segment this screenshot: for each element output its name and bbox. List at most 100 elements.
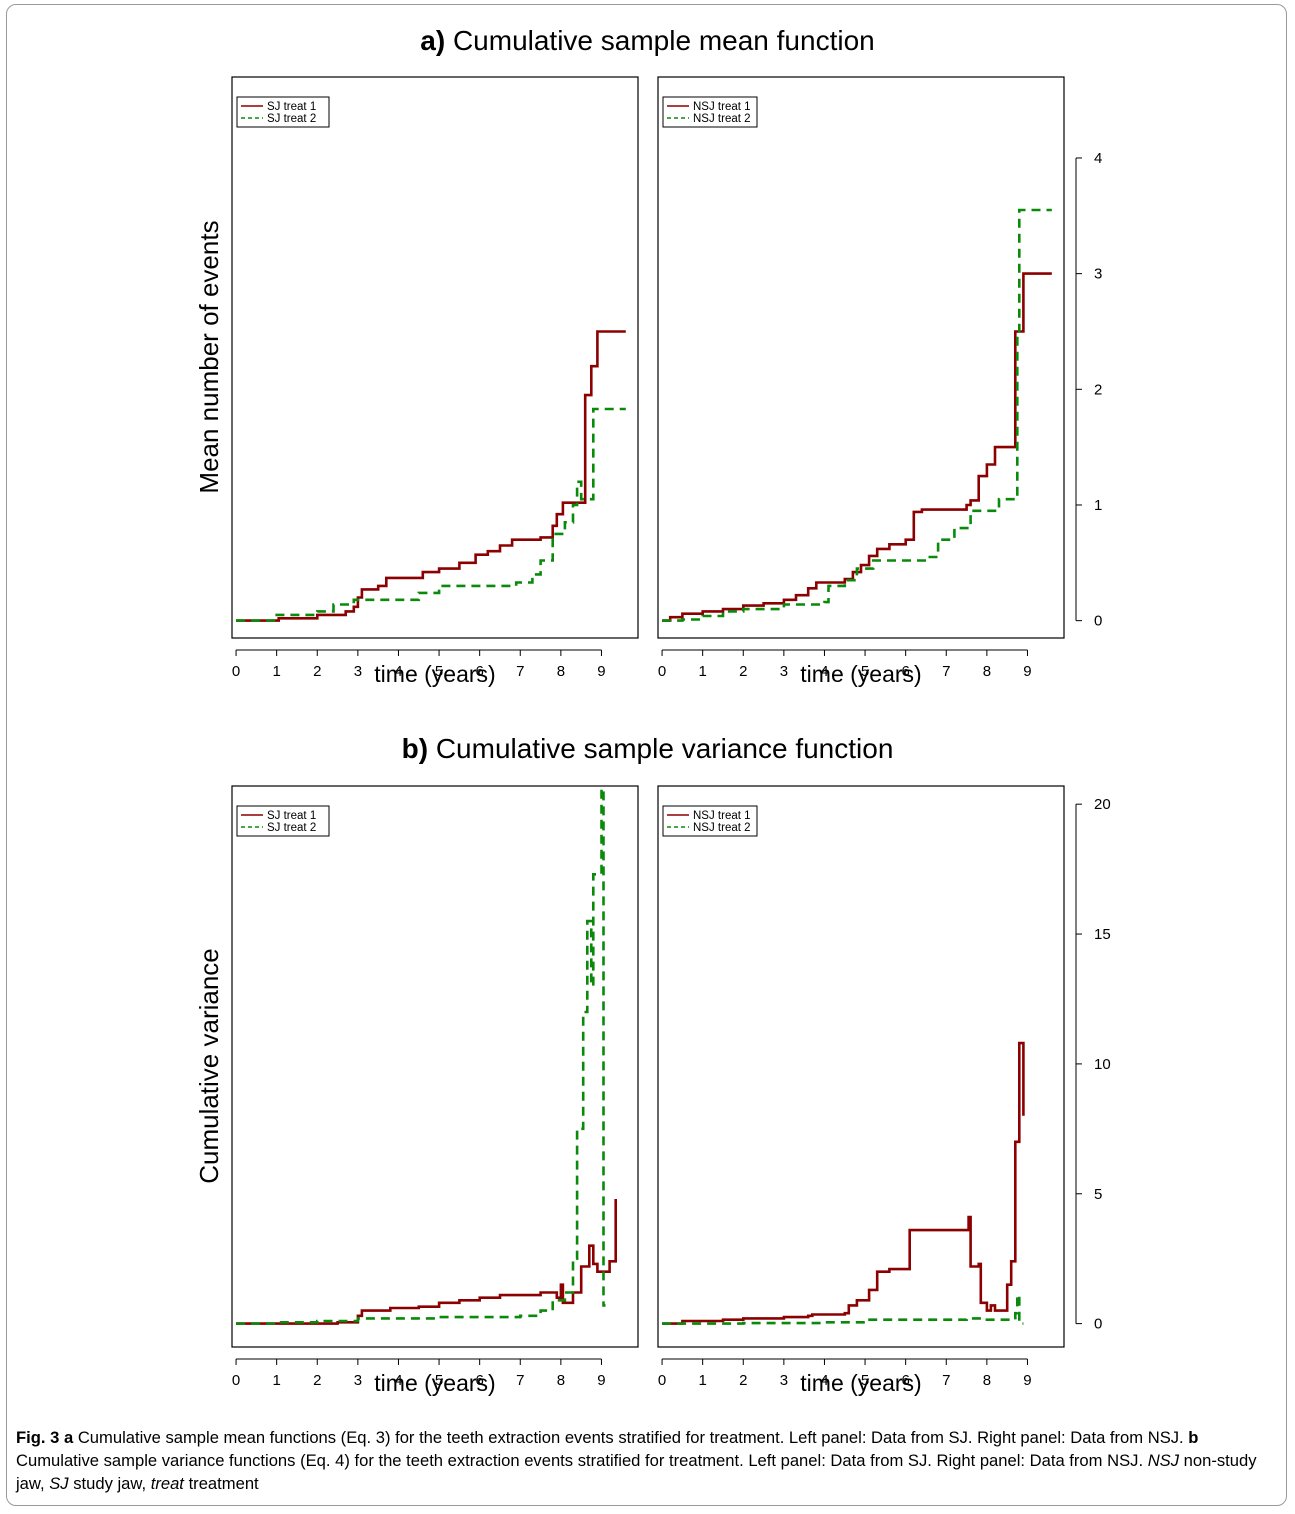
panel-a-title: a) Cumulative sample mean function xyxy=(0,25,1295,57)
caption-a-text: Cumulative sample mean functions (Eq. 3)… xyxy=(77,1428,1184,1447)
x-tick-label: 6 xyxy=(901,1372,909,1389)
legend-box xyxy=(236,96,330,128)
x-tick-label: 5 xyxy=(435,1372,443,1389)
x-axis-label: time (years) xyxy=(800,1370,921,1396)
legend-entry: NSJ treat 1 xyxy=(693,101,751,113)
series-line-1 xyxy=(236,330,626,622)
chart-a-left: 0 1 2 3 4 5 6 7 8 9 time (years) Mean number of eve… xyxy=(194,76,639,687)
x-tick-label: 2 xyxy=(739,663,747,680)
legend-b-left: SJ treat 1SJ treat 2 xyxy=(236,805,330,837)
x-tick-label: 7 xyxy=(942,1372,950,1389)
caption-b-text: Cumulative sample variance functions (Eq… xyxy=(16,1451,1144,1470)
series-line-2 xyxy=(236,407,626,622)
legend-entry: NSJ treat 2 xyxy=(693,113,751,125)
x-axis-label: time (years) xyxy=(374,1370,495,1396)
plot-frame-b-right xyxy=(657,785,1065,1348)
series-line-2 xyxy=(662,208,1052,622)
caption-abbr-treat: treat xyxy=(150,1474,184,1493)
x-tick-label: 7 xyxy=(942,663,950,680)
series-line-1 xyxy=(662,1041,1025,1325)
y-tick-label: 2 xyxy=(1094,381,1102,398)
x-tick-label: 8 xyxy=(983,1372,991,1389)
x-tick-label: 7 xyxy=(516,1372,524,1389)
x-tick-label: 8 xyxy=(983,663,991,680)
x-tick-label: 1 xyxy=(272,1372,280,1389)
x-axis-b-left: 0 1 2 3 4 5 6 7 8 9 time (years) xyxy=(232,1358,606,1396)
x-tick-label: 6 xyxy=(475,663,483,680)
x-tick-label: 8 xyxy=(557,663,565,680)
y-tick-label: 15 xyxy=(1094,926,1111,943)
x-tick-label: 5 xyxy=(435,663,443,680)
x-tick-label: 3 xyxy=(780,1372,788,1389)
y-tick-label: 5 xyxy=(1094,1186,1102,1203)
plot-frame-a-right xyxy=(657,76,1065,639)
x-tick-label: 4 xyxy=(394,663,402,680)
caption-abbr-nsj: NSJ xyxy=(1147,1451,1180,1470)
caption-abbr-nsj-def: non-study jaw, xyxy=(16,1451,1257,1493)
caption-b-letter: b xyxy=(1188,1428,1199,1447)
caption-abbr-sj-def: study jaw, xyxy=(73,1474,147,1493)
figure-caption: Fig. 3 a Cumulative sample mean function… xyxy=(16,1426,1278,1495)
y-tick-label: 20 xyxy=(1094,796,1111,813)
x-tick-label: 0 xyxy=(658,1372,666,1389)
x-tick-label: 9 xyxy=(1023,663,1031,680)
x-tick-label: 1 xyxy=(698,1372,706,1389)
series-line-1 xyxy=(236,1199,617,1325)
panel-b-letter: b) xyxy=(401,733,429,764)
panel-a-letter: a) xyxy=(420,25,446,56)
y-tick-label: 10 xyxy=(1094,1056,1111,1073)
y-tick-label: 0 xyxy=(1094,613,1102,630)
y-tick-label: 3 xyxy=(1094,266,1102,283)
chart-a-right: 0 1 2 3 4 5 6 7 8 9 time (years) 0 1 2 3 4 NSJ treat 1NS… xyxy=(657,76,1102,687)
x-tick-label: 4 xyxy=(820,663,828,680)
plot-frame-a-left xyxy=(231,76,639,639)
panel-a-title-text: Cumulative sample mean function xyxy=(452,25,875,56)
legend-entry: NSJ treat 1 xyxy=(693,810,751,822)
x-tick-label: 2 xyxy=(739,1372,747,1389)
legend-entry: SJ treat 1 xyxy=(267,810,316,822)
x-axis-a-left: 0 1 2 3 4 5 6 7 8 9 time (years) xyxy=(232,649,606,687)
legend-box xyxy=(662,805,758,837)
x-tick-label: 1 xyxy=(698,663,706,680)
x-tick-label: 0 xyxy=(232,1372,240,1389)
legend-box xyxy=(662,96,758,128)
caption-fig-label: Fig. 3 xyxy=(16,1428,60,1447)
x-tick-label: 9 xyxy=(1023,1372,1031,1389)
y-axis-label: Mean number of events xyxy=(194,220,224,493)
legend-entry: SJ treat 2 xyxy=(267,113,316,125)
x-tick-label: 0 xyxy=(658,663,666,680)
legend-box xyxy=(236,805,330,837)
x-axis-b-right: 0 1 2 3 4 5 6 7 8 9 time (years) xyxy=(658,1358,1032,1396)
x-tick-label: 6 xyxy=(901,663,909,680)
x-tick-label: 2 xyxy=(313,1372,321,1389)
x-tick-label: 2 xyxy=(313,663,321,680)
series-line-2 xyxy=(662,1293,1024,1325)
y-axis-label: Cumulative variance xyxy=(194,948,224,1184)
y-axis-a-right: 0 1 2 3 4 xyxy=(1075,150,1102,630)
chart-b-left: 0 1 2 3 4 5 6 7 8 9 time (years) Cumulative varianc… xyxy=(194,785,639,1396)
legend-a-left: SJ treat 1SJ treat 2 xyxy=(236,96,330,128)
x-tick-label: 8 xyxy=(557,1372,565,1389)
x-tick-label: 3 xyxy=(354,1372,362,1389)
x-tick-label: 5 xyxy=(861,663,869,680)
y-axis-b-right: 0 5 10 15 20 xyxy=(1075,796,1111,1333)
caption-abbr-treat-def: treatment xyxy=(188,1474,259,1493)
plot-frame-b-left xyxy=(231,785,639,1348)
x-tick-label: 3 xyxy=(354,663,362,680)
x-tick-label: 9 xyxy=(597,663,605,680)
x-tick-label: 7 xyxy=(516,663,524,680)
x-tick-label: 4 xyxy=(820,1372,828,1389)
panel-b-title: b) Cumulative sample variance function xyxy=(0,733,1295,765)
caption-a-letter: a xyxy=(63,1428,74,1447)
figure-plots: 0 1 2 3 4 5 6 7 8 9 time (years) Mean number of eve… xyxy=(194,76,1111,1396)
x-tick-label: 0 xyxy=(232,663,240,680)
y-tick-label: 4 xyxy=(1094,150,1102,167)
figure-frame xyxy=(6,4,1287,1506)
x-tick-label: 9 xyxy=(597,1372,605,1389)
panel-b-title-text: Cumulative sample variance function xyxy=(435,733,894,764)
legend-entry: SJ treat 2 xyxy=(267,822,316,834)
chart-b-right: 0 1 2 3 4 5 6 7 8 9 time (years) 0 5 10 15 20 NSJ treat … xyxy=(657,785,1111,1396)
legend-entry: NSJ treat 2 xyxy=(693,822,751,834)
